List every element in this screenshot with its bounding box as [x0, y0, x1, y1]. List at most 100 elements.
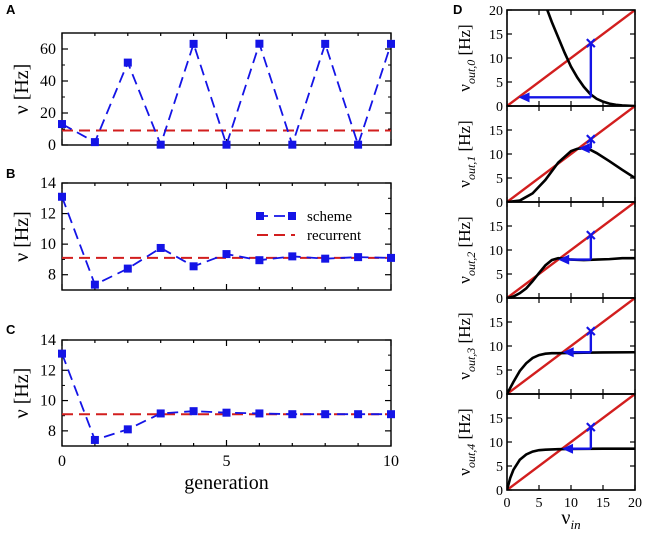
transfer-curve [546, 10, 635, 106]
scheme-data-point [156, 140, 165, 149]
panel-d-xlabel: νin [561, 507, 580, 532]
legend-scheme-label: scheme [307, 209, 352, 225]
panel-letter-b: B [6, 166, 15, 181]
panel-d-subplot-3: 0 5 10 15 νout,3 [Hz] [455, 297, 636, 403]
panel-d-subplot-1: 0 5 10 15 νout,1 [Hz] [455, 105, 636, 211]
x-tick-label: 0 [58, 453, 66, 470]
cross-marker [586, 422, 596, 432]
scheme-data-point [354, 140, 363, 149]
y-tick-label: 10 [489, 52, 503, 67]
cross-marker [586, 134, 596, 144]
y-tick-label: 12 [40, 206, 56, 223]
y-tick-label: 10 [40, 236, 56, 253]
cobweb-arrowhead [562, 443, 574, 454]
identity-line [507, 298, 635, 394]
panel-c: 8 10 12 14 0 5 10 ν [Hz] generation [11, 332, 399, 494]
panel-c-ylabel: ν [Hz] [11, 368, 33, 419]
y-tick-label: 8 [48, 423, 56, 440]
scheme-data-point [321, 39, 330, 48]
panel-a-scheme-line [61, 40, 392, 148]
scheme-data-point [255, 409, 264, 418]
cobweb-arrowhead [558, 254, 570, 265]
scheme-data-point [288, 140, 297, 149]
y-tick-label: 15 [489, 124, 503, 139]
panel-letter-d: D [453, 2, 462, 17]
x-tick-label: 20 [628, 496, 642, 511]
y-tick-label: 10 [489, 244, 503, 259]
scheme-data-point [189, 39, 198, 48]
scheme-data-point [255, 39, 264, 48]
legend: scheme recurrent [256, 209, 362, 244]
x-tick-label: 10 [383, 453, 399, 470]
y-tick-label: 10 [40, 393, 56, 410]
panel-a-ylabel: ν [Hz] [11, 64, 33, 115]
scheme-data-point [255, 256, 264, 265]
y-tick-label: 10 [489, 148, 503, 163]
scheme-data-point [90, 138, 99, 147]
panel-d-ylabel: νout,0 [Hz] [455, 24, 478, 91]
scheme-data-point [156, 409, 165, 418]
y-tick-label: 14 [40, 332, 56, 349]
scheme-data-point [321, 254, 330, 263]
x-tick-label: 0 [504, 496, 511, 511]
x-tick-label: 5 [223, 453, 231, 470]
scheme-data-point [58, 192, 66, 201]
scheme-data-point [123, 264, 132, 273]
panel-d-ylabel: νout,4 [Hz] [455, 408, 478, 475]
cobweb-arrowhead [578, 143, 590, 154]
scheme-data-point [387, 410, 395, 419]
scheme-data-point [288, 410, 297, 419]
scheme-data-point [90, 280, 99, 289]
y-tick-label: 0 [496, 292, 503, 307]
y-tick-label: 20 [40, 105, 56, 122]
scheme-data-point [156, 243, 165, 252]
y-tick-label: 5 [496, 172, 503, 187]
panel-d-ylabel: νout,1 [Hz] [455, 120, 478, 187]
identity-line [507, 202, 635, 298]
y-tick-label: 5 [496, 76, 503, 91]
legend-scheme-marker [256, 212, 264, 220]
legend-recurrent-label: recurrent [307, 228, 362, 244]
panel-d-ylabel: νout,3 [Hz] [455, 312, 478, 379]
x-tick-label: 15 [596, 496, 610, 511]
y-tick-label: 10 [489, 436, 503, 451]
identity-line [507, 394, 635, 490]
y-tick-label: 0 [496, 100, 503, 115]
y-tick-label: 5 [496, 268, 503, 283]
y-tick-label: 10 [489, 340, 503, 355]
y-tick-label: 8 [48, 267, 56, 284]
cross-marker [586, 326, 596, 336]
y-tick-label: 0 [48, 137, 56, 154]
transfer-curve [507, 447, 635, 490]
scheme-data-point [288, 252, 297, 261]
transfer-curve [507, 350, 635, 394]
panel-c-xlabel: generation [184, 472, 268, 494]
panel-d-subplot-2: 0 5 10 15 νout,2 [Hz] [455, 201, 636, 307]
scheme-data-point [387, 39, 395, 48]
scheme-data-point [123, 58, 132, 67]
y-tick-label: 0 [496, 484, 503, 499]
panel-d-subplot-0: 0 5 10 15 20 νout,0 [Hz] [455, 4, 636, 115]
scheme-data-point [189, 407, 198, 416]
y-tick-label: 60 [40, 41, 56, 58]
cobweb-arrowhead [562, 347, 574, 358]
cobweb-arrowhead [518, 92, 530, 103]
scheme-data-point [222, 408, 231, 417]
y-tick-label: 20 [489, 4, 503, 19]
scheme-data-point [354, 253, 363, 262]
y-tick-label: 15 [489, 412, 503, 427]
identity-line [507, 10, 635, 106]
scheme-data-point [58, 120, 66, 129]
panel-c-scheme-line [61, 353, 391, 442]
y-tick-label: 15 [489, 316, 503, 331]
panel-d: 0 5 10 15 20 νout,0 [Hz] 0 5 10 15 νout,1 [Hz] 0 5 10… [455, 4, 642, 511]
transfer-curve [507, 146, 635, 202]
y-tick-label: 0 [496, 388, 503, 403]
panel-c-frame [61, 339, 392, 447]
cross-marker [586, 38, 596, 48]
y-tick-label: 14 [40, 175, 56, 192]
scheme-data-point [387, 253, 395, 262]
y-tick-label: 12 [40, 362, 56, 379]
scheme-data-point [222, 140, 231, 149]
